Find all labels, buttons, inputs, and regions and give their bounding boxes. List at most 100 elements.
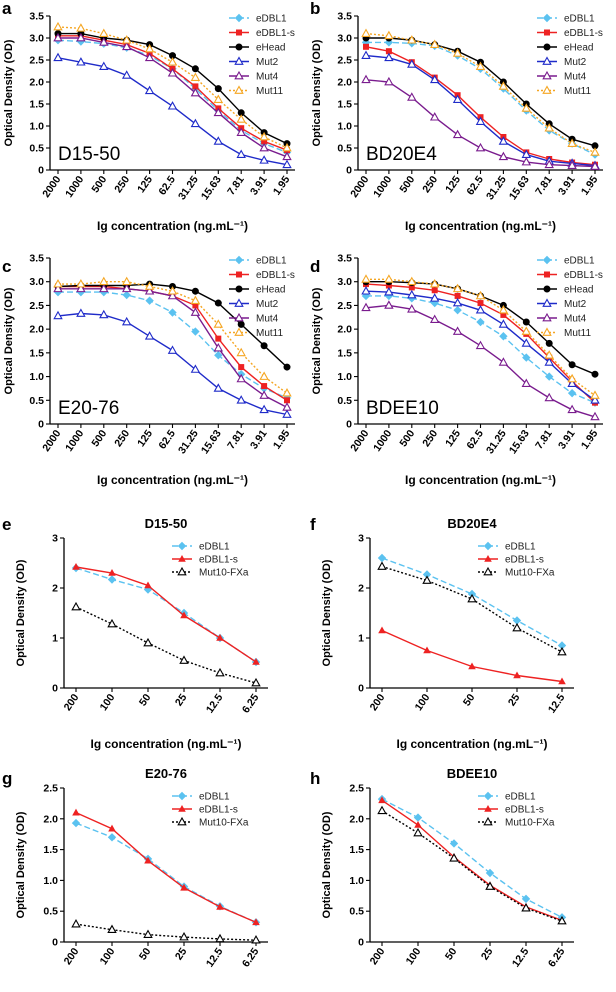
x-tick-label: 25 (173, 946, 190, 963)
data-point (468, 662, 476, 670)
data-point (190, 307, 201, 316)
data-point (76, 32, 86, 42)
legend-label: eDBL1 (505, 542, 536, 553)
sample-annotation: D15-50 (58, 144, 120, 165)
data-point (485, 868, 495, 878)
data-point (213, 342, 224, 352)
data-point (168, 308, 177, 317)
series-Mut4 (53, 283, 292, 411)
data-point (567, 378, 577, 388)
series-Mut2 (53, 52, 292, 169)
y-axis-label: Optical Density (OD) (3, 39, 15, 146)
series-eDBL1-s (72, 808, 260, 926)
data-point (422, 570, 432, 579)
data-point (144, 43, 155, 53)
y-tick-label: 3.5 (29, 11, 44, 23)
legend-swatch-marker (234, 312, 244, 322)
legend-swatch-marker (177, 791, 187, 801)
data-point (213, 94, 224, 103)
x-tick-label: 125 (443, 174, 463, 195)
legend-swatch-marker (235, 43, 243, 51)
legend-swatch-marker (234, 56, 244, 65)
y-tick-label: 1.5 (337, 347, 352, 359)
legend-item: eHead (537, 285, 593, 296)
data-point (413, 827, 423, 837)
y-tick-label: 2.0 (337, 77, 352, 89)
y-tick-label: 1.0 (29, 121, 44, 133)
x-tick-label: 12.5 (204, 692, 226, 716)
legend-swatch-marker (177, 541, 187, 551)
data-point (215, 667, 225, 677)
data-point (378, 796, 386, 804)
data-point (590, 395, 600, 404)
data-point (544, 350, 554, 359)
data-point (557, 915, 567, 925)
x-tick-label: 100 (98, 946, 118, 967)
data-point (361, 274, 371, 283)
legend-item: eDBL1 (537, 256, 595, 267)
legend-item: Mut11 (229, 327, 283, 339)
data-point (71, 818, 81, 828)
x-axis-label: Ig concentration (ng.mL⁻¹) (405, 219, 556, 233)
x-tick-label: 2000 (40, 428, 63, 454)
x-tick-label: 62.5 (156, 428, 178, 452)
legend-label: eDBL1 (564, 256, 595, 267)
x-tick-label: 1000 (371, 428, 394, 454)
y-tick-label: 3 (358, 533, 364, 545)
legend-label: eHead (256, 43, 285, 54)
y-tick-label: 1.0 (337, 371, 352, 383)
data-point (190, 118, 201, 128)
data-point (167, 68, 178, 77)
data-point (236, 347, 246, 357)
data-point (567, 138, 577, 147)
data-point (385, 282, 392, 289)
data-point (361, 286, 371, 295)
data-point (215, 933, 225, 943)
data-point (144, 85, 155, 95)
data-point (282, 402, 292, 411)
data-point (567, 404, 577, 414)
data-point (361, 28, 371, 37)
legend-item: Mut4 (229, 312, 279, 325)
series-line (75, 566, 257, 663)
data-point (121, 35, 132, 44)
legend-item: eDBL1-s (478, 805, 544, 816)
x-tick-label: 7.81 (225, 174, 247, 198)
data-point (498, 81, 509, 90)
data-point (192, 83, 199, 90)
chart-title: D15-50 (145, 516, 188, 531)
data-point (76, 57, 86, 66)
series-eDBL1-s (55, 283, 290, 404)
data-point (521, 156, 532, 166)
data-point (521, 103, 532, 112)
legend-label: eDBL1 (256, 256, 287, 267)
y-tick-label: 0.5 (43, 906, 58, 918)
y-tick-label: 1.0 (43, 875, 58, 887)
legend-swatch-marker (542, 13, 552, 23)
legend-item: eDBL1-s (478, 555, 544, 566)
y-tick-label: 1.5 (29, 347, 44, 359)
data-point (213, 107, 224, 117)
chart-title: E20-76 (145, 766, 187, 781)
y-tick-label: 0 (346, 165, 352, 177)
x-tick-label: 50 (461, 692, 478, 709)
data-point (72, 808, 80, 816)
legend-item: Mut2 (229, 298, 279, 310)
data-point (590, 161, 600, 170)
data-point (179, 655, 189, 664)
y-tick-label: 2.5 (29, 300, 44, 312)
data-point (452, 326, 463, 335)
data-point (475, 116, 486, 125)
y-tick-label: 2.5 (29, 55, 44, 67)
y-tick-label: 3.5 (29, 253, 44, 265)
data-point (485, 881, 495, 890)
data-point (377, 805, 387, 815)
legend-item: eDBL1-s (172, 805, 238, 816)
x-tick-label: 250 (112, 428, 132, 449)
x-tick-label: 200 (368, 946, 388, 967)
legend-swatch-marker (234, 298, 244, 307)
chart-panel-e: e 0 1 2 3 200 100 50 25 12.5 6.25 Ig concentration … (2, 515, 268, 751)
legend-swatch-marker (178, 555, 186, 562)
data-point (567, 160, 577, 169)
